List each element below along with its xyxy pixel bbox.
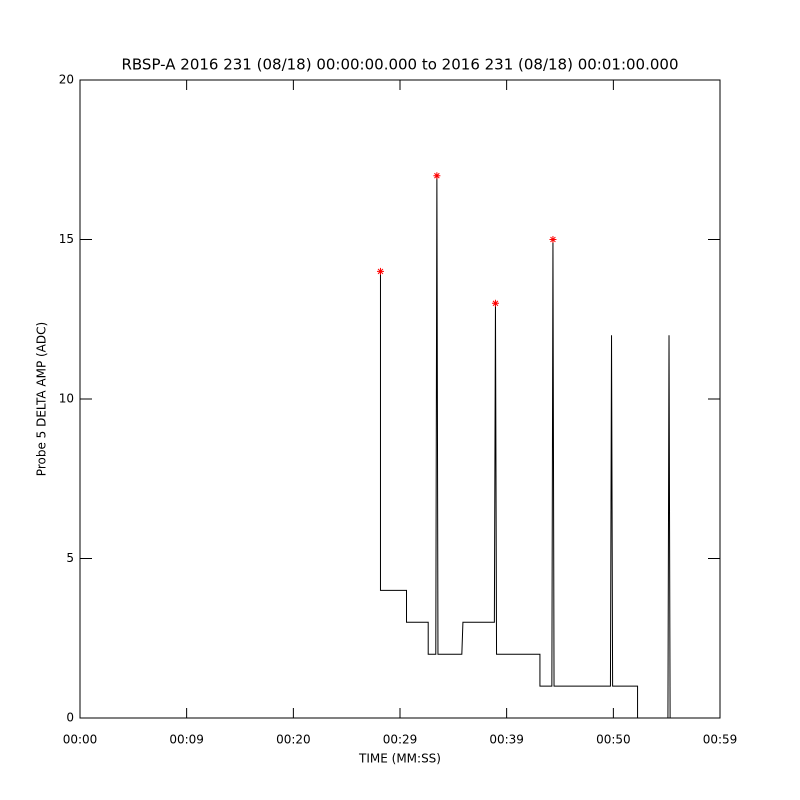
x-tick-label: 00:39 [489,733,524,747]
x-tick-label: 00:59 [703,733,738,747]
data-line [379,175,671,719]
y-tick-label: 5 [66,551,74,565]
peak-marker [491,299,499,307]
peak-marker [433,172,441,180]
x-tick-label: 00:29 [383,733,418,747]
y-axis-label: Probe 5 DELTA AMP (ADC) [35,322,49,476]
x-tick-label: 00:20 [276,733,311,747]
x-tick-label: 00:50 [596,733,631,747]
peak-marker [549,236,557,243]
y-tick-label: 20 [59,73,74,87]
chart-title: RBSP-A 2016 231 (08/18) 00:00:00.000 to … [121,56,678,74]
y-tick-label: 15 [59,232,74,246]
y-tick-label: 10 [59,392,74,406]
x-tick-label: 00:00 [63,733,98,747]
x-tick-label: 00:09 [169,733,204,747]
y-tick-label: 0 [66,711,74,725]
x-axis-label: TIME (MM:SS) [358,752,441,766]
peak-marker [376,267,384,275]
